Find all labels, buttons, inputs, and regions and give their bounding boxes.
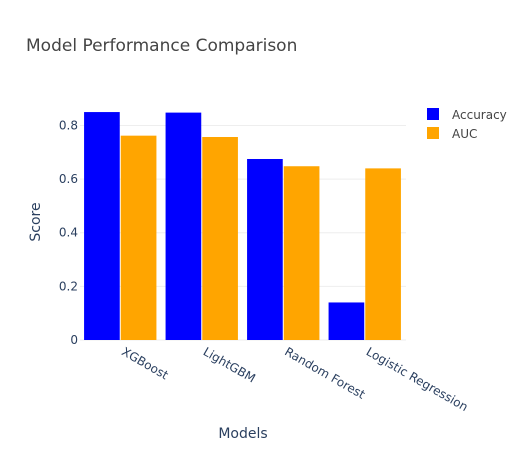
legend: Accuracy AUC: [427, 108, 507, 141]
y-axis-title: Score: [28, 202, 44, 241]
legend-swatch-auc: [427, 127, 439, 139]
bars: [84, 112, 401, 340]
legend-label-auc: AUC: [452, 127, 477, 141]
legend-item-accuracy[interactable]: Accuracy: [427, 108, 507, 122]
x-tick-label-random-forest: Random Forest: [282, 344, 367, 401]
y-tick-label: 0: [70, 333, 78, 347]
y-tick-label: 0.8: [59, 118, 78, 132]
bar-auc-xgboost[interactable]: [120, 135, 157, 340]
y-tick-label: 0.6: [59, 172, 78, 186]
legend-swatch-accuracy: [427, 108, 439, 120]
legend-item-auc[interactable]: AUC: [427, 127, 477, 141]
y-axis-ticks: 0 0.2 0.4 0.6 0.8: [59, 118, 78, 347]
chart-title: Model Performance Comparison: [26, 36, 297, 56]
y-tick-label: 0.2: [59, 279, 78, 293]
x-tick-label-lightgbm: LightGBM: [201, 344, 258, 385]
bar-auc-random-forest[interactable]: [283, 166, 320, 340]
bar-accuracy-random-forest[interactable]: [247, 158, 283, 340]
bar-accuracy-lightgbm[interactable]: [165, 112, 202, 340]
bar-auc-logistic-regression[interactable]: [365, 168, 401, 340]
bar-accuracy-xgboost[interactable]: [84, 112, 120, 340]
bar-accuracy-logistic-regression[interactable]: [328, 302, 365, 340]
x-axis-title: Models: [218, 426, 267, 442]
y-tick-label: 0.4: [59, 226, 78, 240]
x-tick-label-xgboost: XGBoost: [119, 344, 171, 382]
legend-label-accuracy: Accuracy: [452, 108, 507, 122]
bar-auc-lightgbm[interactable]: [202, 137, 238, 340]
x-tick-label-logistic-regression: Logistic Regression: [364, 344, 471, 414]
